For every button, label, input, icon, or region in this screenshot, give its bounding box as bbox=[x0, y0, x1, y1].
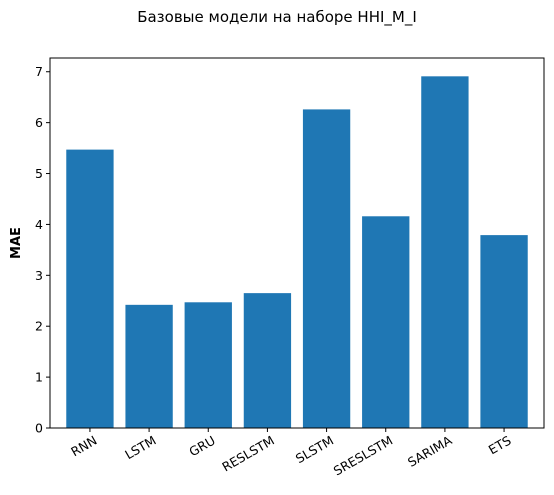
y-axis-label: MAE bbox=[9, 227, 24, 259]
chart-title: Базовые модели на наборе HHI_M_I bbox=[137, 8, 417, 26]
x-tick-label: GRU bbox=[186, 433, 217, 460]
plot-frame bbox=[49, 57, 545, 429]
bar-sreslstm bbox=[362, 216, 410, 428]
y-axis: 0 1 2 3 4 5 6 7 bbox=[35, 64, 50, 436]
y-tick-label: 7 bbox=[35, 64, 43, 79]
y-tick-label: 0 bbox=[35, 421, 43, 436]
x-tick-label: LSTM bbox=[122, 433, 158, 463]
bar-rnn bbox=[66, 149, 114, 428]
bar-ets bbox=[480, 235, 528, 428]
bar-gru bbox=[184, 302, 232, 428]
bar-reslstm bbox=[243, 293, 292, 428]
y-tick-label: 3 bbox=[35, 268, 43, 283]
y-tick-label: 5 bbox=[35, 166, 43, 181]
y-tick-label: 6 bbox=[35, 115, 43, 130]
x-tick-label: RESLSTM bbox=[219, 433, 277, 475]
x-tick-label: RNN bbox=[68, 433, 99, 460]
bar-lstm bbox=[125, 304, 173, 428]
x-tick-label: SLSTM bbox=[293, 433, 336, 467]
bar-sarima bbox=[421, 76, 469, 428]
x-tick-label: SRESLSTM bbox=[331, 433, 395, 479]
bar-slstm bbox=[302, 109, 351, 429]
x-tick-label: ETS bbox=[486, 433, 514, 458]
y-tick-label: 4 bbox=[35, 217, 43, 232]
y-tick-label: 2 bbox=[35, 319, 43, 334]
y-tick-label: 1 bbox=[35, 370, 43, 385]
bars-group bbox=[66, 76, 528, 429]
x-tick-label: SARIMA bbox=[405, 432, 455, 469]
